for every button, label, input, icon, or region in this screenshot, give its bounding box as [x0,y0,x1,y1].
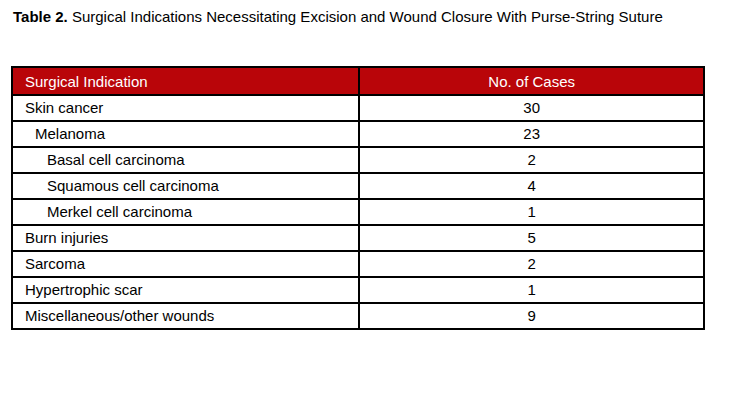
table-row: Merkel cell carcinoma 1 [12,199,704,225]
table-row: Squamous cell carcinoma 4 [12,173,704,199]
cases-cell: 5 [359,225,704,251]
table-caption-label: Table 2. [13,8,68,25]
table-body: Skin cancer 30 Melanoma 23 Basal cell ca… [12,95,704,329]
indication-cell: Melanoma [12,121,359,147]
table-row: Burn injuries 5 [12,225,704,251]
cases-cell: 9 [359,303,704,329]
table-caption-text: Surgical Indications Necessitating Excis… [72,8,663,25]
table-row: Hypertrophic scar 1 [12,277,704,303]
surgical-indications-table: Surgical Indication No. of Cases Skin ca… [11,66,705,330]
indication-cell: Merkel cell carcinoma [12,199,359,225]
cases-cell: 2 [359,251,704,277]
cases-cell: 1 [359,277,704,303]
table-caption: Table 2. Surgical Indications Necessitat… [13,2,719,32]
indication-cell: Burn injuries [12,225,359,251]
table-row: Miscellaneous/other wounds 9 [12,303,704,329]
table-row: Melanoma 23 [12,121,704,147]
indication-cell: Hypertrophic scar [12,277,359,303]
cases-cell: 30 [359,95,704,121]
indication-cell: Sarcoma [12,251,359,277]
cases-cell: 2 [359,147,704,173]
table-row: Sarcoma 2 [12,251,704,277]
table-row: Basal cell carcinoma 2 [12,147,704,173]
header-row: Surgical Indication No. of Cases [12,67,704,95]
table-row: Skin cancer 30 [12,95,704,121]
indication-cell: Squamous cell carcinoma [12,173,359,199]
table-header: Surgical Indication No. of Cases [12,67,704,95]
indication-cell: Basal cell carcinoma [12,147,359,173]
cases-cell: 4 [359,173,704,199]
cases-cell: 1 [359,199,704,225]
column-header-no-of-cases: No. of Cases [359,67,704,95]
indication-cell: Skin cancer [12,95,359,121]
column-header-surgical-indication: Surgical Indication [12,67,359,95]
cases-cell: 23 [359,121,704,147]
document-page: Table 2. Surgical Indications Necessitat… [0,0,736,400]
indication-cell: Miscellaneous/other wounds [12,303,359,329]
